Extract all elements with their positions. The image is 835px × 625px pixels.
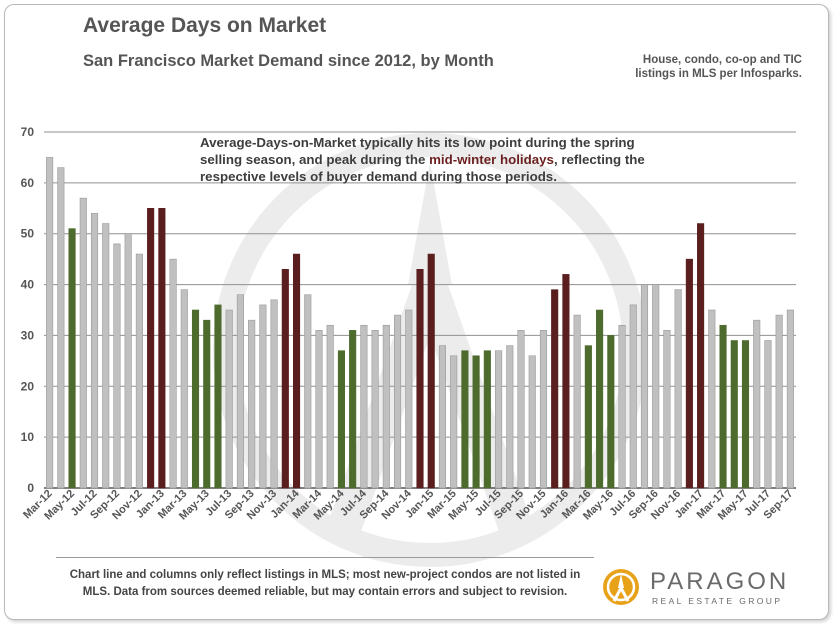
bar-Mar-12 (46, 157, 54, 489)
bar-Nov-16 (674, 289, 682, 489)
bar-Jan-17 (697, 223, 705, 489)
y-tick-label: 50 (21, 227, 35, 241)
bar-Dec-15 (551, 289, 559, 489)
bar-May-13 (203, 319, 211, 489)
bar-Jul-14 (360, 324, 368, 489)
bar-Apr-13 (191, 309, 200, 489)
bar-Apr-16 (596, 309, 604, 489)
bar-Mar-15 (450, 355, 458, 489)
bar-Jun-13 (214, 304, 222, 489)
y-tick-label: 40 (21, 278, 35, 292)
source-note: House, condo, co-op and TIC listings in … (572, 53, 802, 81)
logo-tagline: REAL ESTATE GROUP (652, 596, 783, 606)
bar-Sep-16 (652, 284, 660, 489)
bar-Aug-12 (102, 223, 110, 489)
bar-Apr-12 (57, 167, 65, 489)
footnote: Chart line and columns only reflect list… (69, 569, 581, 598)
bar-Nov-14 (405, 309, 413, 489)
bar-Jul-15 (495, 350, 503, 489)
bar-Jan-16 (562, 274, 570, 489)
bar-Aug-17 (775, 314, 783, 489)
bar-Apr-15 (461, 350, 469, 489)
bar-Sep-15 (517, 330, 525, 489)
bar-Oct-13 (259, 304, 267, 489)
chart-subtitle: San Francisco Market Demand since 2012, … (83, 52, 494, 70)
bar-Aug-13 (236, 294, 244, 489)
bar-Aug-16 (640, 284, 649, 489)
bar-Dec-16 (685, 258, 693, 489)
bar-Feb-15 (438, 345, 447, 489)
bar-Apr-14 (326, 324, 334, 489)
bar-Sep-14 (382, 324, 390, 489)
y-tick-label: 60 (21, 176, 35, 190)
bar-Feb-14 (304, 294, 312, 489)
bar-Aug-14 (371, 330, 379, 489)
bar-Apr-17 (730, 340, 738, 489)
chart-annotation: Average-Days-on-Market typically hits it… (200, 134, 680, 185)
bar-Sep-17 (786, 309, 794, 489)
bar-Dec-14 (416, 269, 424, 489)
bar-May-15 (472, 355, 480, 489)
bar-Nov-12 (135, 253, 143, 489)
bar-Jan-14 (292, 253, 301, 489)
bar-Mar-13 (180, 289, 188, 489)
bar-Oct-16 (663, 330, 671, 489)
logo-name: PARAGON (650, 568, 790, 595)
annotation-text-1: Average-Days-on-Market typically hits it… (200, 135, 635, 167)
bar-Mar-17 (719, 324, 727, 489)
bar-Sep-13 (248, 319, 256, 489)
y-tick-label: 10 (21, 430, 35, 444)
bar-May-17 (741, 340, 750, 489)
bar-Mar-14 (315, 330, 323, 489)
bar-May-16 (607, 335, 615, 489)
bar-Jul-16 (629, 304, 637, 489)
bar-Jun-14 (349, 330, 357, 489)
bar-Feb-17 (708, 309, 716, 489)
y-tick-label: 20 (21, 379, 35, 393)
bar-Mar-16 (584, 345, 592, 489)
bar-Dec-13 (281, 269, 289, 489)
bar-Nov-13 (270, 299, 278, 489)
bar-Sep-12 (113, 243, 121, 489)
bar-Feb-13 (169, 258, 177, 489)
bar-May-14 (337, 350, 345, 489)
bar-Oct-14 (393, 314, 402, 489)
bar-Jul-12 (90, 213, 99, 489)
bar-Jun-12 (79, 197, 87, 489)
bar-Oct-12 (124, 233, 132, 489)
bar-Jun-15 (483, 350, 491, 489)
bar-Jul-17 (764, 340, 772, 489)
bar-Jan-15 (427, 253, 435, 489)
bar-Jul-13 (225, 309, 233, 489)
bar-Jan-13 (158, 207, 166, 489)
bar-Jun-16 (618, 324, 626, 489)
bar-Feb-16 (573, 314, 581, 489)
bar-Dec-12 (147, 207, 155, 489)
paragon-logo-icon (603, 569, 639, 605)
chart-title: Average Days on Market (83, 14, 327, 37)
bar-Aug-15 (506, 345, 514, 489)
y-tick-label: 0 (27, 481, 34, 495)
source-note-line-2: listings in MLS per Infosparks. (635, 68, 802, 80)
footer-divider (56, 557, 594, 558)
bar-May-12 (68, 228, 76, 489)
annotation-highlight: mid-winter holidays (429, 152, 554, 167)
y-tick-label: 70 (21, 125, 35, 139)
source-note-line-1: House, condo, co-op and TIC (642, 54, 802, 66)
annotation-text-2: , reflecting the respective levels of bu… (200, 152, 645, 184)
bar-Nov-15 (539, 330, 548, 489)
bar-Jun-17 (753, 319, 761, 489)
y-tick-label: 30 (21, 328, 35, 342)
bar-Oct-15 (528, 355, 536, 489)
